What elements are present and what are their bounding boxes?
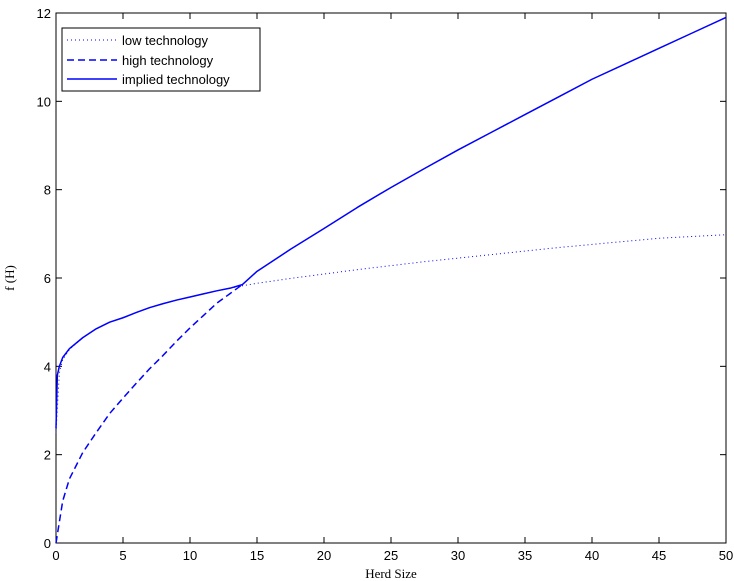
x-tick-label: 15: [250, 548, 264, 563]
x-tick-label: 30: [451, 548, 465, 563]
x-tick-label: 45: [652, 548, 666, 563]
y-tick-label: 2: [44, 448, 51, 463]
x-tick-label: 35: [518, 548, 532, 563]
x-tick-label: 20: [317, 548, 331, 563]
y-tick-label: 0: [44, 536, 51, 551]
y-axis-label: f (H): [2, 265, 17, 291]
x-tick-label: 0: [52, 548, 59, 563]
legend-label-implied-technology: implied technology: [122, 72, 230, 87]
series-layer: [55, 16, 727, 544]
legend-label-low-technology: low technology: [122, 33, 208, 48]
x-tick-label: 5: [119, 548, 126, 563]
axis-ticks: [55, 12, 727, 544]
y-tick-label: 8: [44, 183, 51, 198]
y-tick-label: 12: [37, 6, 51, 21]
plot-area: [55, 12, 727, 544]
axis-tick-labels: 0 5 10 15 20 25 30 35 40 45 50 0 2 4 6 8 10 12: [37, 6, 734, 563]
legend: low technology high technology implied t…: [61, 27, 261, 92]
x-tick-label: 40: [585, 548, 599, 563]
y-tick-label: 6: [44, 271, 51, 286]
series-line-implied-technology: [55, 16, 727, 429]
x-tick-label: 25: [384, 548, 398, 563]
x-tick-label: 50: [719, 548, 733, 563]
legend-label-high-technology: high technology: [122, 53, 214, 68]
x-tick-label: 10: [183, 548, 197, 563]
y-tick-label: 10: [37, 94, 51, 109]
x-axis-label: Herd Size: [365, 566, 417, 581]
y-tick-label: 4: [44, 359, 51, 374]
series-line-high-technology: [55, 284, 243, 544]
